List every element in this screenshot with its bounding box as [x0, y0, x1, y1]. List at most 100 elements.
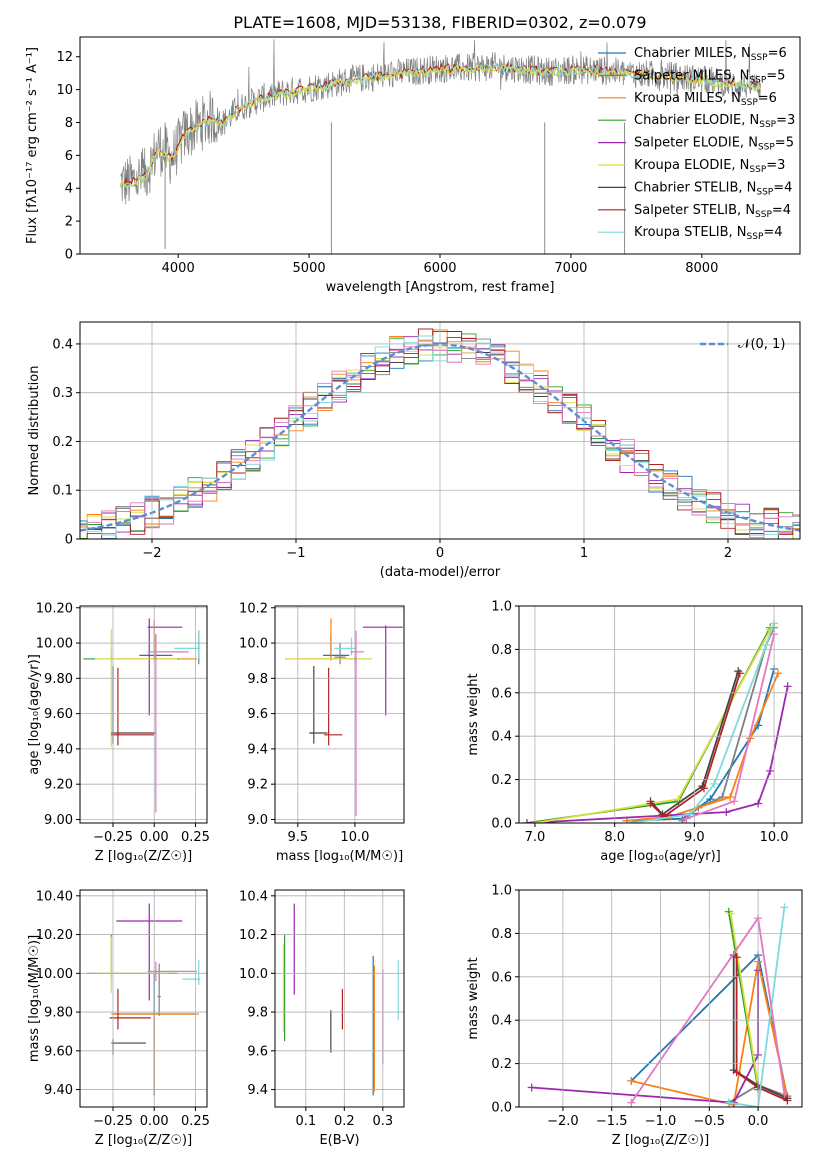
y-tick-label: 9.2	[247, 778, 268, 793]
x-tick-label: 0.2	[334, 1114, 355, 1129]
legend-subscript: SSP	[749, 75, 766, 85]
series-line-chabrier_elodie	[526, 627, 771, 823]
y-tick-label: 0.8	[491, 643, 512, 658]
x-axis-label: Z [log₁₀(Z/Z☉)]	[95, 1133, 192, 1148]
point-marker-salpeter_stelib	[646, 799, 655, 808]
x-tick-label: 0	[436, 546, 444, 561]
legend-subscript: SSP	[758, 143, 775, 153]
y-axis-label: Flux [fλ10⁻¹⁷ erg cm⁻² s⁻¹ A⁻¹]	[25, 47, 40, 244]
legend-label-salpeter_miles: Salpeter MILES, NSSP=5	[634, 68, 785, 85]
x-tick-label: 8.0	[604, 830, 625, 845]
point-marker-salpeter_elodie	[783, 682, 792, 691]
point-marker-kroupa_stelib	[762, 641, 771, 650]
errorbar-kroupa_elodie	[94, 936, 170, 993]
series-line-kroupa_elodie	[729, 913, 759, 1086]
plot-content	[285, 618, 403, 816]
legend-text: Kroupa STELIB, N	[634, 225, 747, 240]
axes-massweight_vs_age: 7.0 8.0 9.0 10.0 0.0 0.2 0.4 0.6 0.8 1.0 age [log₁…	[466, 600, 803, 864]
point-marker-salpeter_stelib	[660, 812, 669, 821]
legend-text: Salpeter MILES, N	[634, 68, 749, 83]
y-tick-label: 4	[65, 182, 73, 197]
errorbar-chabrier_elodie	[83, 655, 179, 661]
legend-tail: =6	[758, 91, 777, 106]
legend-label-salpeter_stelib: Salpeter STELIB, NSSP=4	[634, 203, 791, 220]
point-marker-pink	[730, 797, 739, 806]
y-tick-label: 10.40	[36, 889, 73, 904]
axes-frame	[79, 889, 208, 1108]
x-tick-label: 7000	[554, 261, 587, 276]
x-tick-label: 5000	[293, 261, 326, 276]
x-tick-label: 0.00	[140, 830, 169, 845]
x-tick-label: 8000	[685, 261, 718, 276]
model-fit-line	[120, 64, 761, 189]
point-marker-salpeter_stelib	[735, 669, 744, 678]
legend-subscript: SSP	[751, 53, 768, 63]
legend-label-chabrier_miles: Chabrier MILES, NSSP=6	[634, 46, 787, 63]
axes-spectrum: 4000 5000 6000 7000 8000 0 2 4 6 8 10 12 wavelength …	[25, 36, 801, 295]
y-tick-label: 9.8	[247, 672, 268, 687]
hist-step-pink	[80, 340, 800, 539]
errorbar-salpeter_stelib	[109, 988, 151, 1030]
y-tick-label: 9.60	[44, 707, 73, 722]
y-tick-label: 0.4	[52, 337, 73, 352]
y-tick-label: 9.20	[44, 778, 73, 793]
legend-subscript: SSP	[755, 210, 772, 220]
axes-frame	[518, 889, 803, 1108]
plot-content	[282, 903, 399, 1096]
y-tick-label: 9.4	[247, 1083, 268, 1098]
axes-frame	[79, 321, 801, 540]
plot-content	[527, 903, 792, 1107]
point-marker-kroupa_elodie	[726, 909, 735, 918]
x-tick-label: 9.0	[684, 830, 705, 845]
point-marker-salpeter_stelib	[732, 1068, 741, 1077]
y-tick-label: 0.6	[491, 970, 512, 985]
errorbar-salpeter_stelib	[111, 667, 155, 746]
errorbar-salpeter_elodie	[147, 618, 183, 716]
x-tick-label: 10.0	[760, 830, 789, 845]
point-marker-salpeter_stelib	[783, 1096, 792, 1105]
axes-massweight_vs_Z: −2.0 −1.5 −1.0 −0.5 0.0 0.0 0.2 0.4 0.6 0.8 1.0 Z […	[466, 884, 803, 1148]
legend-label-chabrier_elodie: Chabrier ELODIE, NSSP=3	[634, 113, 795, 130]
y-tick-label: 0.2	[491, 773, 512, 788]
point-marker-kroupa_miles	[774, 669, 783, 678]
point-marker-salpeter_elodie	[522, 819, 531, 823]
point-marker-chabrier_stelib	[734, 667, 743, 676]
errorbar-kroupa_elodie	[286, 657, 373, 663]
y-tick-label: 9.40	[44, 1083, 73, 1098]
y-tick-label: 10.2	[239, 928, 268, 943]
legend-text: Chabrier ELODIE, N	[634, 113, 759, 128]
legend-text: Chabrier MILES, N	[634, 46, 751, 61]
y-tick-label: 9.0	[247, 813, 268, 828]
x-tick-label: −1	[286, 546, 305, 561]
x-tick-label: −1.5	[596, 1114, 628, 1129]
y-tick-label: 0.2	[52, 435, 73, 450]
errorbar-chabrier_miles	[322, 634, 350, 659]
legend-text: Chabrier STELIB, N	[634, 180, 756, 195]
y-tick-label: 9.80	[44, 1006, 73, 1021]
point-marker-kroupa_elodie	[674, 795, 683, 804]
legend-label-kroupa_miles: Kroupa MILES, NSSP=6	[634, 91, 777, 108]
plot-content	[86, 903, 201, 1096]
plot-area: 4000 5000 6000 7000 8000024681012wavelength …	[25, 36, 803, 1148]
axes-frame	[518, 605, 803, 824]
errorbar-kroupa_stelib	[334, 637, 357, 656]
y-tick-label: 8	[65, 116, 73, 131]
axes-frame	[274, 889, 405, 1108]
legend-subscript: SSP	[741, 98, 758, 108]
y-tick-label: 10.2	[239, 601, 268, 616]
y-axis-label: Normed distribution	[27, 366, 42, 496]
y-tick-label: 9.4	[247, 742, 268, 757]
legend-label-kroupa_stelib: Kroupa STELIB, NSSP=4	[634, 225, 783, 242]
x-tick-label: 0.25	[181, 830, 210, 845]
errorbar-pink	[147, 634, 189, 813]
y-tick-label: 0.0	[491, 1101, 512, 1116]
y-tick-label: 10.20	[36, 928, 73, 943]
series-line-salpeter_stelib	[735, 957, 788, 1102]
x-tick-label: 9.5	[287, 830, 308, 845]
x-tick-label: 0.00	[140, 1114, 169, 1129]
legend-tail: =4	[773, 180, 792, 195]
axes-frame	[274, 605, 405, 824]
y-tick-label: 0.2	[491, 1057, 512, 1072]
